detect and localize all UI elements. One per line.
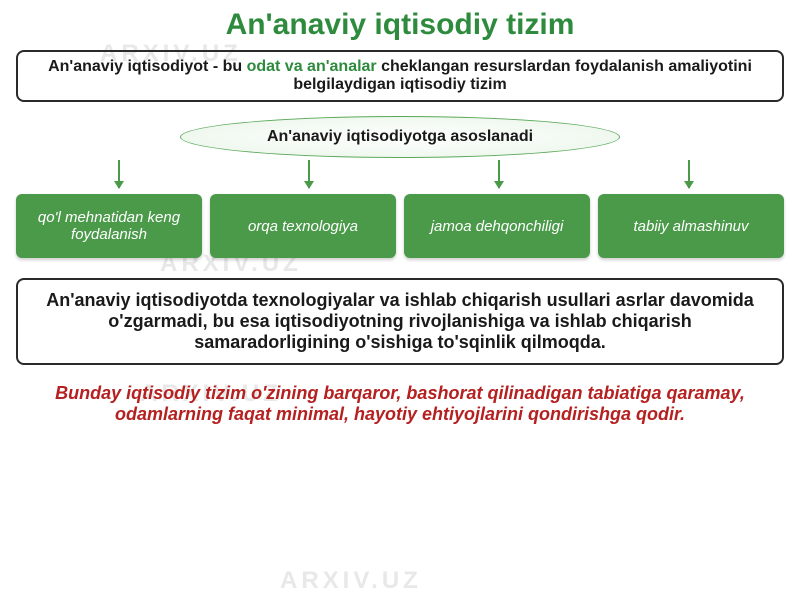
basis-ellipse: An'anaviy iqtisodiyotga asoslanadi (180, 116, 620, 158)
definition-box: An'anaviy iqtisodiyot - bu odat va an'an… (16, 50, 784, 102)
arrow-down-icon (118, 160, 120, 188)
card-label: qo'l mehnatidan keng foydalanish (22, 209, 196, 243)
conclusion-text: Bunday iqtisodiy tizim o'zining barqaror… (16, 383, 784, 425)
paragraph-box: An'anaviy iqtisodiyotda texnologiyalar v… (16, 278, 784, 365)
conclusion-content: Bunday iqtisodiy tizim o'zining barqaror… (55, 383, 745, 424)
paragraph-text: An'anaviy iqtisodiyotda texnologiyalar v… (46, 290, 754, 352)
cards-row: qo'l mehnatidan keng foydalanish orqa te… (16, 194, 784, 258)
card-label: orqa texnologiya (248, 218, 358, 235)
definition-prefix: An'anaviy iqtisodiyot - bu (48, 58, 246, 75)
ellipse-container: An'anaviy iqtisodiyotga asoslanadi (16, 116, 784, 166)
arrow-down-icon (308, 160, 310, 188)
feature-card: qo'l mehnatidan keng foydalanish (16, 194, 202, 258)
feature-card: tabiiy almashinuv (598, 194, 784, 258)
feature-card: jamoa dehqonchiligi (404, 194, 590, 258)
card-label: tabiiy almashinuv (633, 218, 748, 235)
feature-card: orqa texnologiya (210, 194, 396, 258)
arrow-down-icon (498, 160, 500, 188)
card-label: jamoa dehqonchiligi (431, 218, 564, 235)
page-title: An'anaviy iqtisodiy tizim (16, 8, 784, 42)
arrows-row (16, 166, 784, 194)
definition-highlight: odat va an'analar (247, 58, 377, 75)
arrow-down-icon (688, 160, 690, 188)
watermark: ARXIV.UZ (280, 567, 422, 595)
ellipse-label: An'anaviy iqtisodiyotga asoslanadi (267, 128, 533, 146)
